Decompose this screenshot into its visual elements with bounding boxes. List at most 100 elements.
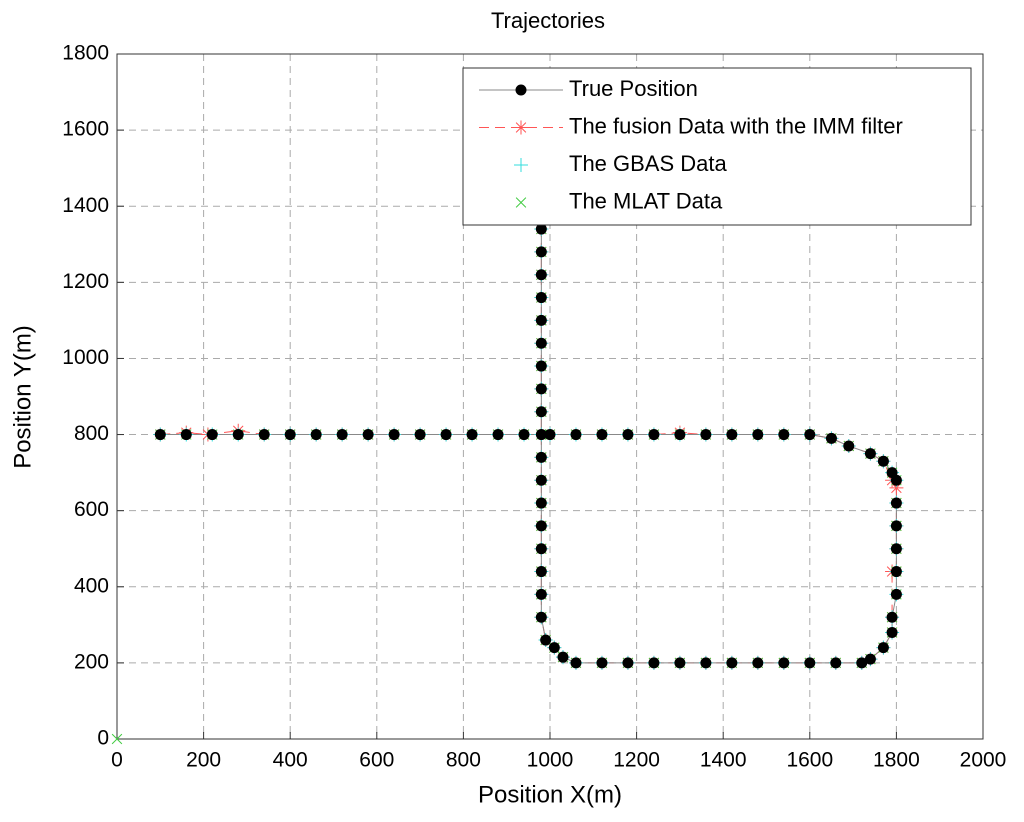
x-tick-label: 400 [273, 749, 308, 772]
data-point [284, 429, 296, 441]
data-point [518, 429, 530, 441]
data-point [570, 429, 582, 441]
data-point [843, 440, 855, 452]
data-point [310, 429, 322, 441]
data-point [886, 611, 898, 623]
data-point [535, 451, 547, 463]
data-point [440, 429, 452, 441]
data-point [890, 497, 902, 509]
data-point [596, 429, 608, 441]
data-point [877, 455, 889, 467]
data-point [362, 429, 374, 441]
legend-box [462, 67, 972, 226]
legend-label: The GBAS Data [569, 151, 728, 176]
x-tick-label: 1600 [786, 749, 833, 772]
y-tick-label: 800 [74, 422, 109, 445]
data-point [535, 314, 547, 326]
y-tick-label: 1000 [62, 346, 109, 369]
x-tick-label: 2000 [960, 749, 1007, 772]
y-axis-label: Position Y(m) [9, 325, 36, 469]
y-tick-label: 1400 [62, 194, 109, 217]
x-tick-label: 1400 [700, 749, 747, 772]
x-tick-label: 1200 [613, 749, 660, 772]
data-point [180, 429, 192, 441]
legend-marker [515, 84, 527, 96]
data-point [830, 657, 842, 669]
data-point [674, 657, 686, 669]
y-tick-label: 1200 [62, 270, 109, 293]
data-point [535, 520, 547, 532]
data-point [535, 383, 547, 395]
data-point [856, 657, 868, 669]
data-point [535, 566, 547, 578]
data-point [804, 429, 816, 441]
data-point [778, 657, 790, 669]
y-tick-label: 1600 [62, 118, 109, 141]
data-point [548, 642, 560, 654]
data-point [466, 429, 478, 441]
legend-label: The fusion Data with the IMM filter [569, 113, 903, 138]
data-point [889, 480, 904, 495]
x-axis-label: Position X(m) [478, 781, 622, 808]
data-point [535, 337, 547, 349]
data-point [890, 566, 902, 578]
data-point [535, 543, 547, 555]
data-point [258, 429, 270, 441]
data-point [890, 543, 902, 555]
data-point [535, 497, 547, 509]
data-point [596, 657, 608, 669]
data-point [864, 448, 876, 460]
data-point [154, 429, 166, 441]
data-point [648, 429, 660, 441]
data-point [726, 657, 738, 669]
data-point [414, 429, 426, 441]
data-point [535, 611, 547, 623]
data-point [700, 429, 712, 441]
data-point [778, 429, 790, 441]
x-tick-label: 600 [359, 749, 394, 772]
data-point [700, 657, 712, 669]
data-point [804, 657, 816, 669]
data-point [557, 651, 569, 663]
legend-marker [514, 120, 528, 135]
legend-label: The MLAT Data [569, 188, 723, 213]
data-point [648, 657, 660, 669]
data-point [752, 429, 764, 441]
data-point [890, 520, 902, 532]
data-point [535, 246, 547, 258]
data-point [535, 474, 547, 486]
plot-frame [116, 53, 984, 740]
data-point [336, 429, 348, 441]
legend-label: True Position [569, 76, 698, 101]
data-point [111, 733, 123, 745]
data-point [726, 429, 738, 441]
data-point [752, 657, 764, 669]
y-tick-label: 0 [97, 727, 109, 750]
data-point [886, 626, 898, 638]
data-point [535, 429, 547, 441]
y-tick-label: 400 [74, 574, 109, 597]
data-point [535, 223, 547, 235]
data-point [674, 429, 686, 441]
y-tick-label: 1800 [62, 42, 109, 65]
data-point [388, 429, 400, 441]
data-point [825, 432, 837, 444]
data-point [492, 429, 504, 441]
data-point [622, 429, 634, 441]
data-point [535, 406, 547, 418]
data-point [232, 429, 244, 441]
legend-marker [514, 158, 528, 172]
data-point [535, 269, 547, 281]
data-point [890, 588, 902, 600]
data-point [622, 657, 634, 669]
data-point [206, 429, 218, 441]
x-tick-label: 0 [111, 749, 123, 772]
data-point [535, 292, 547, 304]
data-point [535, 588, 547, 600]
y-tick-label: 600 [74, 498, 109, 521]
x-tick-label: 200 [186, 749, 221, 772]
data-point [877, 642, 889, 654]
x-tick-label: 800 [446, 749, 481, 772]
